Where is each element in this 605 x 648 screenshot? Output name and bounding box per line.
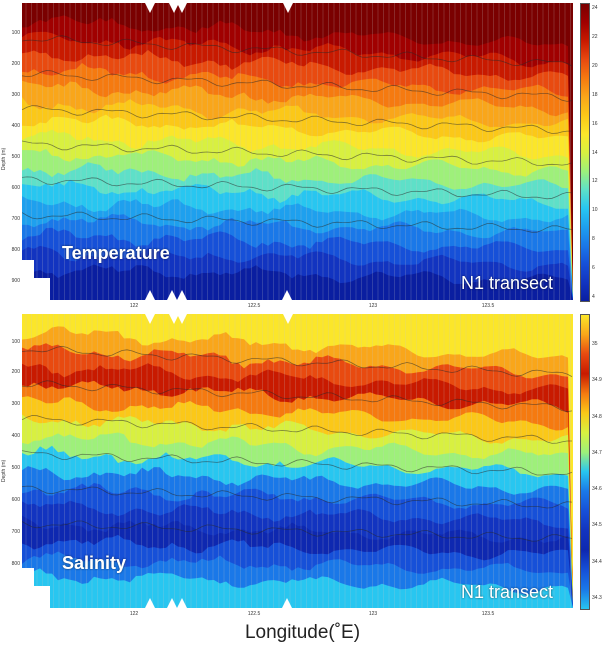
- contour-line: [22, 211, 573, 233]
- top-gap-marker: [145, 314, 155, 324]
- top-gap-marker: [177, 314, 187, 324]
- top-gap-marker: [177, 3, 187, 13]
- y-tick-label: 600: [11, 185, 20, 191]
- colorbar-tick: 14: [592, 149, 598, 156]
- colorbar-tick: 34.4: [592, 558, 602, 565]
- transect-label: N1 transect: [461, 273, 554, 293]
- x-tick-label: 122: [129, 611, 139, 617]
- top-gap-marker: [169, 314, 179, 324]
- bottom-gap-marker: [177, 290, 187, 300]
- y-tick-label: 800: [11, 247, 20, 253]
- panel-title: Salinity: [62, 553, 127, 573]
- colorbar-tick: 35: [592, 341, 598, 347]
- x-tick-label: 123.5: [481, 303, 495, 309]
- transect-label: N1 transect: [461, 582, 554, 602]
- colorbar-tick: 34.8: [592, 413, 602, 420]
- x-tick-label: 123: [368, 611, 378, 617]
- contour-line: [22, 69, 573, 102]
- contour-line: [22, 176, 573, 200]
- bottom-gap-marker: [145, 598, 155, 608]
- colorbar-tick: 12: [592, 178, 598, 185]
- contour-line: [22, 485, 573, 509]
- temperature-contour: [22, 3, 573, 300]
- colorbar-tick: 16: [592, 120, 598, 127]
- colorbar-tick: 34.7: [592, 449, 602, 456]
- colorbar-tick: 34.6: [592, 486, 602, 493]
- contour-line: [22, 35, 573, 67]
- y-tick-label: 500: [11, 154, 20, 160]
- bottom-gap-marker: [282, 290, 292, 300]
- x-tick-label: 122.5: [247, 611, 261, 617]
- temperature-colorbar: [580, 3, 590, 302]
- contour-line: [22, 415, 572, 444]
- y-tick-label: 600: [11, 497, 20, 503]
- top-gap-marker: [283, 3, 293, 13]
- salinity-panel: Depth (m) 100 200 300 400 500 600 700 800 122 12…: [0, 312, 605, 622]
- y-tick-label: 100: [11, 30, 20, 36]
- y-tick-label: 800: [11, 561, 20, 567]
- contour-line: [22, 450, 573, 476]
- y-tick-label: 500: [11, 465, 20, 471]
- seafloor-mask: [22, 568, 50, 608]
- x-tick-label: 123: [368, 303, 378, 309]
- temperature-panel: Depth (m) 100 200 300 400 500 600 700 800 900 12…: [0, 0, 605, 310]
- top-gap-marker: [169, 3, 179, 13]
- contour-line: [22, 520, 573, 542]
- top-gap-marker: [283, 314, 293, 324]
- contour-line: [22, 345, 573, 377]
- colorbar-tick: 6: [592, 265, 595, 272]
- x-tick-label: 122.5: [247, 303, 261, 309]
- colorbar-tick: 18: [592, 91, 598, 98]
- y-tick-label: 100: [11, 339, 20, 345]
- colorbar-tick: 34.9: [592, 377, 602, 384]
- seafloor-mask: [22, 260, 50, 300]
- y-tick-label: 400: [11, 123, 20, 129]
- y-tick-label: 700: [11, 216, 20, 222]
- contour-line: [22, 380, 573, 413]
- colorbar-tick: 10: [592, 207, 598, 214]
- temperature-plot-area: [22, 3, 573, 300]
- y-tick-label: 900: [11, 278, 20, 284]
- color-band: [22, 568, 573, 608]
- salinity-contour: [22, 314, 573, 608]
- contour-line: [22, 105, 572, 134]
- y-tick-label: 300: [11, 92, 20, 98]
- panel-title: Temperature: [62, 243, 170, 263]
- x-axis-label: Longitude(˚E): [244, 622, 361, 643]
- y-tick-label: 300: [11, 401, 20, 407]
- salinity-plot-area: [22, 314, 573, 608]
- colorbar-tick: 22: [592, 33, 598, 40]
- bottom-gap-marker: [177, 598, 187, 608]
- salinity-colorbar: [580, 314, 590, 610]
- bottom-gap-marker: [167, 598, 177, 608]
- bottom-gap-marker: [282, 598, 292, 608]
- color-band: [22, 264, 573, 300]
- top-gap-marker: [145, 3, 155, 13]
- colorbar-tick: 20: [592, 62, 598, 69]
- colorbar-tick: 24: [592, 5, 598, 11]
- y-tick-label: 700: [11, 529, 20, 535]
- y-tick-label: 400: [11, 433, 20, 439]
- colorbar-tick: 8: [592, 236, 595, 243]
- bottom-gap-marker: [167, 290, 177, 300]
- colorbar-tick: 4: [592, 294, 595, 300]
- x-tick-label: 122: [129, 303, 139, 309]
- contour-line: [22, 140, 573, 166]
- colorbar-tick: 34.5: [592, 522, 602, 529]
- colorbar-tick: 34.3: [592, 595, 602, 601]
- y-tick-label: 200: [11, 369, 20, 375]
- x-tick-label: 123.5: [481, 611, 495, 617]
- bottom-gap-marker: [145, 290, 155, 300]
- y-tick-label: 200: [11, 61, 20, 67]
